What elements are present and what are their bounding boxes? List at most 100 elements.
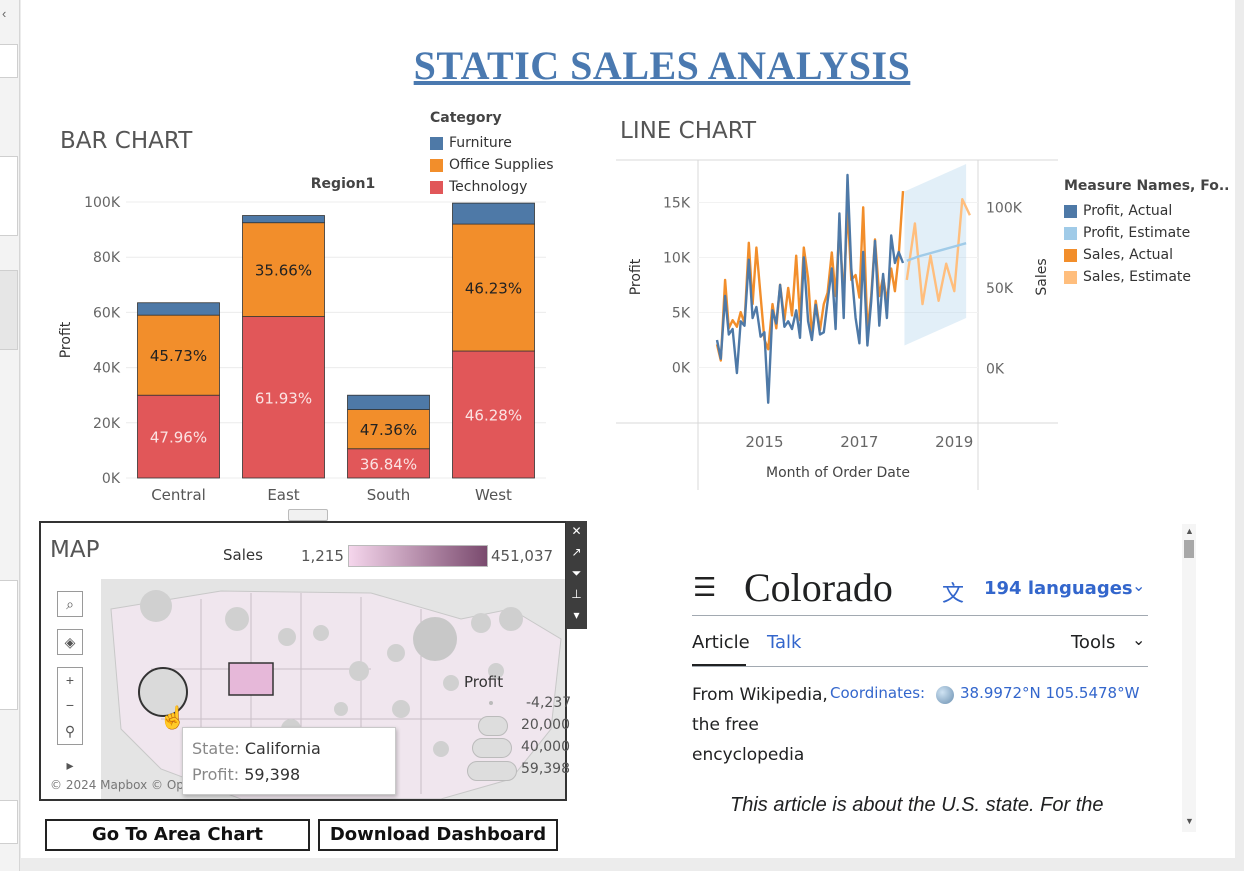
close-icon[interactable]: ✕ [571, 524, 582, 538]
rail-tab[interactable] [0, 580, 18, 710]
search-icon[interactable]: ⌕ [57, 591, 83, 617]
bar-segment [347, 409, 430, 450]
profit-size-dot [467, 761, 517, 781]
data-label: 35.66% [255, 262, 312, 280]
legend-label: Profit, Estimate [1083, 225, 1191, 241]
download-dashboard-button[interactable]: Download Dashboard [318, 819, 558, 851]
y-tick-label: 0K [102, 471, 121, 487]
y-axis-label: Profit [628, 258, 644, 295]
languages-link[interactable]: 194 languages [984, 578, 1133, 599]
map-tooltip: State: California Profit: 59,398 [182, 727, 396, 795]
tooltip-key: State: [192, 739, 240, 758]
selected-state-colorado[interactable] [228, 662, 274, 696]
scrollbar[interactable]: ▲ ▼ [1182, 524, 1196, 832]
legend-label: Office Supplies [449, 157, 554, 173]
bar-segment [137, 302, 220, 316]
state-bubble [499, 607, 523, 631]
profit-value: 20,000 [521, 717, 570, 733]
y-tick-label: 20K [93, 416, 121, 432]
state-bubble-california[interactable] [138, 667, 188, 717]
chevron-down-icon[interactable]: ⌄ [1132, 632, 1146, 649]
sales-min: 1,215 [301, 547, 344, 565]
legend-item-furniture[interactable]: Furniture [430, 132, 554, 154]
globe-icon[interactable] [936, 686, 954, 704]
legend-item-technology[interactable]: Technology [430, 176, 554, 198]
scroll-up-icon[interactable]: ▲ [1185, 526, 1194, 536]
legend-label: Furniture [449, 135, 512, 151]
state-bubble [387, 644, 405, 662]
coordinates-label[interactable]: Coordinates: [830, 684, 926, 702]
popout-icon[interactable]: ↗ [571, 545, 582, 559]
tools-menu[interactable]: Tools [1071, 632, 1116, 653]
x-tick-label: 2015 [745, 433, 783, 451]
page-title: STATIC SALES ANALYSIS [413, 43, 911, 88]
zoom-out-icon[interactable]: − [57, 693, 83, 719]
state-bubble [433, 741, 449, 757]
bar-segment [347, 448, 430, 479]
legend-swatch [1064, 270, 1077, 284]
legend-item-office-supplies[interactable]: Office Supplies [430, 154, 554, 176]
rail-tab[interactable] [0, 44, 18, 78]
legend-swatch [430, 158, 443, 172]
go-to-area-chart-button[interactable]: Go To Area Chart [45, 819, 310, 851]
tab-talk[interactable]: Talk [767, 632, 802, 653]
legend-label: Profit, Actual [1083, 203, 1173, 219]
map-heading: MAP [50, 537, 100, 563]
state-bubble [471, 613, 491, 633]
legend-item-profit-actual[interactable]: Profit, Actual [1064, 200, 1229, 222]
y-tick-label: 40K [93, 361, 121, 377]
filter-icon[interactable]: ⏷ [571, 566, 582, 580]
x-tick-label: Central [151, 486, 206, 504]
scroll-down-icon[interactable]: ▼ [1185, 816, 1194, 826]
scroll-thumb[interactable] [1184, 540, 1194, 558]
line-chart-legend: Measure Names, Fo.. Profit, Actual Profi… [1064, 178, 1229, 288]
menu-icon[interactable]: ☰ [693, 572, 717, 602]
chevron-down-icon[interactable]: ⌄ [1132, 578, 1146, 595]
x-tick-label: 2019 [935, 433, 973, 451]
y2-tick-label: 50K [986, 281, 1014, 297]
y2-tick-label: 100K [986, 200, 1023, 216]
zoom-in-icon[interactable]: + [57, 667, 83, 693]
state-bubble [413, 617, 457, 661]
layers-icon[interactable]: ◈ [57, 629, 83, 655]
data-label: 45.73% [150, 347, 207, 365]
more-icon[interactable]: ▾ [573, 608, 580, 622]
rail-tab[interactable] [0, 156, 18, 236]
tab-article[interactable]: Article [692, 632, 750, 653]
forecast-band [904, 164, 967, 346]
bar-segment [242, 316, 325, 479]
rail-tab[interactable] [0, 800, 18, 844]
legend-swatch [1064, 204, 1077, 218]
state-bubble [392, 700, 410, 718]
map-toolbar: ✕ ↗ ⏷ ⊥ ▾ [566, 521, 587, 629]
data-label: 46.28% [465, 407, 522, 425]
language-icon[interactable]: 文 [942, 581, 965, 606]
legend-title: Category [430, 110, 502, 126]
resize-handle[interactable] [288, 509, 328, 521]
legend-item-sales-actual[interactable]: Sales, Actual [1064, 244, 1229, 266]
coordinates-link[interactable]: 38.9972°N 105.5478°W [960, 684, 1140, 702]
map-attribution: © 2024 Mapbox © Op [50, 778, 184, 792]
tooltip-state: California [244, 739, 321, 758]
pin-icon[interactable]: ⊥ [571, 587, 582, 601]
article-title: Colorado [744, 565, 893, 610]
legend-item-sales-estimate[interactable]: Sales, Estimate [1064, 266, 1229, 288]
legend-swatch [1064, 248, 1077, 262]
legend-item-profit-estimate[interactable]: Profit, Estimate [1064, 222, 1229, 244]
data-label: 46.23% [465, 280, 522, 298]
pin-map-icon[interactable]: ⚲ [57, 719, 83, 745]
state-bubble [334, 702, 348, 716]
y-tick-label: 10K [663, 251, 691, 267]
y-tick-label: 100K [84, 195, 121, 211]
bar-segment [452, 223, 535, 352]
y-tick-label: 0K [672, 361, 691, 377]
profit-size-dot [478, 716, 508, 736]
tooltip-profit: 59,398 [244, 765, 301, 784]
play-icon[interactable]: ▸ [66, 757, 74, 773]
collapse-icon[interactable]: ‹ [2, 6, 7, 21]
rail-tab[interactable] [0, 270, 18, 350]
x-axis-label: Month of Order Date [766, 465, 910, 481]
y2-tick-label: 0K [986, 362, 1005, 378]
line-chart-heading: LINE CHART [620, 118, 757, 144]
state-bubble [349, 661, 369, 681]
